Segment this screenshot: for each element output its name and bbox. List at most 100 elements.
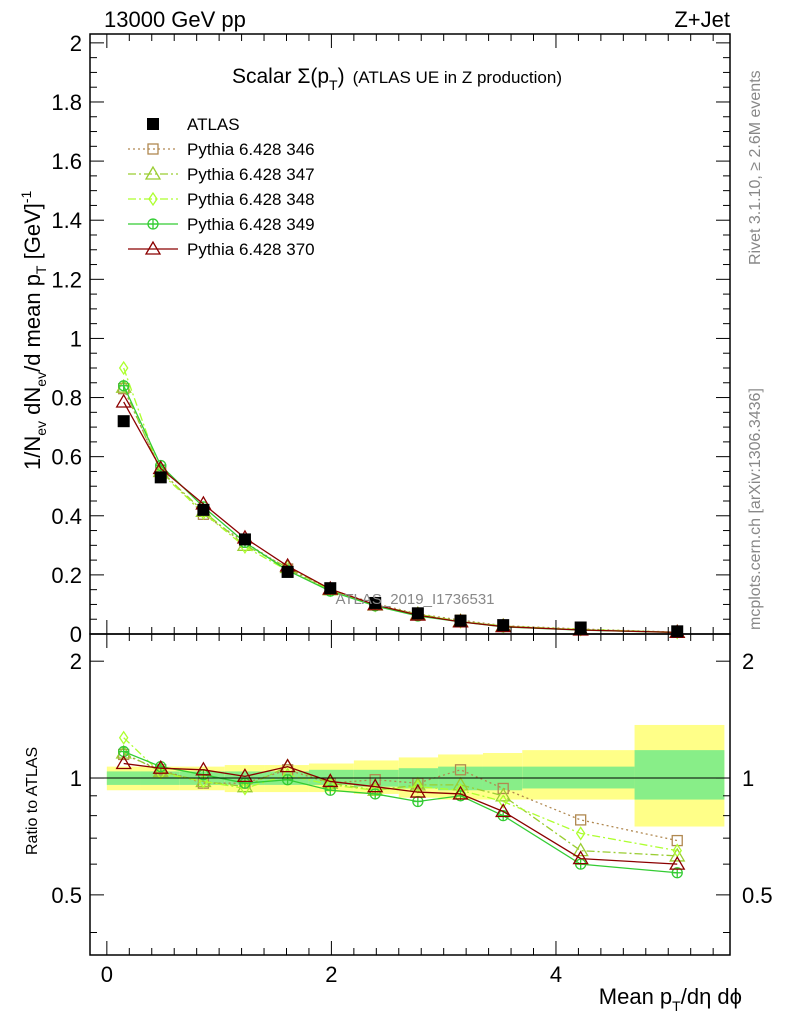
ylabel-part-6: [GeV] (20, 203, 45, 265)
ratio-point-pythia-6-428-370-9 (495, 803, 512, 818)
ylabel-part-1: ev (33, 421, 49, 436)
ratio-tick-label-right: 0.5 (742, 883, 773, 908)
y-tick-label: 0 (70, 622, 82, 647)
y-tick-label: 0.2 (51, 563, 82, 588)
data-point-atlas-4 (281, 565, 294, 578)
ylabel-part-7: -1 (18, 190, 34, 203)
ratio-point-pythia-6-428-370-1 (152, 759, 169, 774)
series-line-pythia-6-428-370 (123, 401, 678, 634)
title-subscript: T (329, 77, 338, 93)
ratio-point-pythia-6-428-347-7 (409, 776, 426, 791)
ratio-tick-label-left: 1 (70, 766, 82, 791)
legend-label-pythia-6-428-349: Pythia 6.428 349 (187, 215, 315, 234)
ratio-point-pythia-6-428-370-4 (279, 758, 296, 773)
xlabel-subscript: T (672, 998, 681, 1014)
ratio-point-pythia-6-428-346-8 (454, 764, 467, 776)
title-end: ) (338, 65, 345, 88)
ratio-point-pythia-6-428-348-9 (498, 794, 508, 809)
ylabel-part-4: /d mean p (20, 274, 45, 372)
xlabel-end: /dη dϕ (681, 984, 742, 1009)
ratio-point-pythia-6-428-370-10 (572, 850, 589, 865)
y-axis-label: 1/Nev dNev/d mean pT [GeV]-1 (18, 190, 49, 470)
data-point-atlas-9 (497, 619, 510, 632)
band-green-11 (634, 750, 725, 800)
ratio-point-pythia-6-428-348-0 (118, 730, 129, 745)
legend-marker-pythia-6-428-347 (144, 165, 162, 180)
legend-marker-pythia-6-428-346 (147, 143, 159, 155)
ratio-point-pythia-6-428-348-10 (575, 826, 586, 841)
ratio-point-pythia-6-428-347-10 (572, 842, 589, 857)
ratio-point-pythia-6-428-370-0 (115, 755, 132, 770)
ratio-point-pythia-6-428-370-11 (669, 855, 686, 870)
ratio-point-pythia-6-428-370-6 (367, 778, 384, 793)
legend-label-pythia-6-428-347: Pythia 6.428 347 (187, 165, 315, 184)
ratio-tick-label-left: 0.5 (51, 883, 82, 908)
ratio-line-pythia-6-428-349 (123, 750, 678, 874)
series-line-pythia-6-428-348 (123, 367, 678, 633)
x-tick-label: 0 (101, 962, 113, 987)
x-axis-label: Mean pT/dη dϕ (599, 984, 742, 1014)
data-point-atlas-6 (369, 596, 382, 609)
y-tick-label: 1.4 (51, 208, 82, 233)
legend-label-pythia-6-428-346: Pythia 6.428 346 (187, 140, 315, 159)
ratio-point-pythia-6-428-347-11 (669, 847, 686, 862)
x-tick-label: 4 (550, 962, 562, 987)
axis-ticks: 0 2 400.20.40.60.811.21.41.61.820.5 0.51 12 2 (51, 31, 772, 987)
main-panel-frame (89, 33, 731, 635)
main-panel-series (115, 360, 686, 640)
ylabel-part-2: dN (20, 387, 45, 421)
data-point-atlas-1 (154, 471, 167, 484)
data-point-pythia-6-428-370-0 (115, 393, 132, 408)
header-left: 13000 GeV pp (104, 7, 246, 32)
ratio-panel-series (115, 730, 686, 879)
legend: ATLAS Pythia 6.428 346 Pythia 6.428 347 Pyt… (128, 115, 315, 259)
y-tick-label: 1.8 (51, 90, 82, 115)
ratio-tick-label-right: 1 (742, 766, 754, 791)
ratio-panel-frame (89, 633, 731, 956)
ratio-point-pythia-6-428-347-9 (495, 787, 512, 802)
y-tick-label: 0.6 (51, 445, 82, 470)
ratio-point-pythia-6-428-348-3 (240, 781, 250, 796)
title-note: (ATLAS UE in Z production) (353, 68, 562, 87)
analysis-watermark: ATLAS_2019_I1736531 (335, 591, 494, 608)
ratio-point-pythia-6-428-370-2 (195, 761, 212, 776)
ratio-tick-label-left: 2 (70, 649, 82, 674)
data-point-atlas-8 (454, 614, 467, 627)
legend-label-pythia-6-428-348: Pythia 6.428 348 (187, 190, 315, 209)
ratio-point-pythia-6-428-346-9 (497, 782, 509, 795)
data-point-atlas-7 (411, 607, 424, 620)
ratio-y-axis-label: Ratio to ATLAS (24, 747, 41, 855)
y-tick-label: 1.2 (51, 267, 82, 292)
title-main: Scalar Σ(p (232, 65, 329, 88)
data-point-atlas-11 (671, 625, 684, 638)
data-point-atlas-5 (324, 582, 337, 595)
ratio-point-pythia-6-428-370-8 (452, 785, 469, 800)
mcplots-label: mcplots.cern.ch [arXiv:1306.3436] (747, 388, 764, 630)
rivet-label: Rivet 3.1.10, ≥ 2.6M events (747, 70, 764, 265)
ratio-point-pythia-6-428-346-10 (575, 814, 587, 826)
ratio-point-pythia-6-428-347-3 (236, 778, 254, 793)
y-tick-label: 0.4 (51, 504, 82, 529)
legend-marker-pythia-6-428-370 (144, 240, 162, 255)
ylabel-part-5: T (33, 265, 49, 274)
data-point-atlas-10 (574, 621, 587, 634)
x-tick-label: 2 (325, 962, 337, 987)
ratio-point-pythia-6-428-370-7 (409, 783, 426, 798)
legend-label-atlas: ATLAS (187, 115, 240, 134)
data-point-pythia-6-428-348-0 (118, 360, 129, 376)
ratio-point-pythia-6-428-370-5 (322, 773, 339, 788)
y-tick-label: 0.8 (51, 386, 82, 411)
ratio-line-pythia-6-428-370 (123, 762, 678, 865)
ratio-line-pythia-6-428-348 (123, 737, 678, 852)
uncertainty-bands (106, 724, 725, 827)
ylabel-part-3: ev (33, 372, 49, 387)
xlabel-main: Mean p (599, 984, 672, 1009)
ylabel-part-0: 1/N (20, 436, 45, 470)
data-point-atlas-0 (117, 415, 130, 428)
y-tick-label: 2 (70, 31, 82, 56)
y-tick-label: 1 (70, 326, 82, 351)
ratio-point-pythia-6-428-370-3 (236, 768, 254, 783)
ratio-tick-label-right: 2 (742, 649, 754, 674)
header-right: Z+Jet (674, 7, 730, 32)
